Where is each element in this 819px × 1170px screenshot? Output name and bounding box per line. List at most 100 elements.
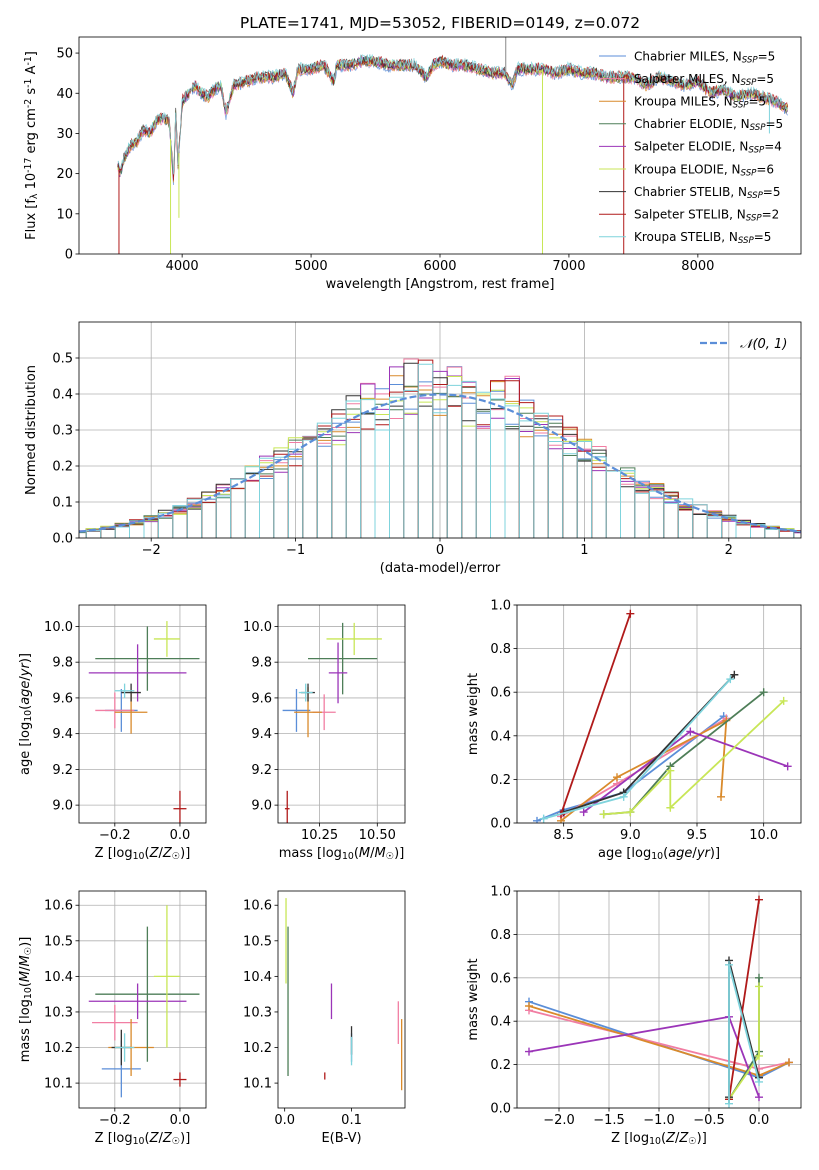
y-tick-label: 0.1 [52, 496, 73, 511]
y-tick-label: 30 [56, 127, 73, 142]
weight-marker [755, 1051, 763, 1060]
y-tick-label: 1.0 [490, 885, 511, 900]
y-tick-label: 10 [56, 207, 73, 222]
y-tick-label: 0.2 [490, 1058, 511, 1073]
histogram-series [79, 359, 801, 538]
chart-5: −0.2 0.0 10.1 10.2 10.3 10.4 10.5 10.6 Z [log10(… [18, 890, 207, 1147]
weight-marker [626, 609, 635, 618]
y-tick-label: 40 [56, 87, 73, 102]
y-tick-label: 0.4 [490, 1015, 511, 1030]
y-tick-label: 10.0 [243, 620, 272, 635]
y-tick-label: 0.5 [52, 352, 73, 367]
y-tick-label: 0.4 [52, 388, 73, 403]
axes-frame [277, 890, 406, 1109]
weight-marker [525, 1002, 533, 1011]
x-tick-label: −1 [286, 543, 305, 558]
weight-marker [686, 727, 695, 736]
weight-marker [579, 808, 588, 817]
y-tick-label: 10.6 [44, 899, 73, 914]
axes-frame [78, 604, 207, 824]
x-tick-label: 10.25 [301, 828, 338, 843]
x-tick-label: −0.2 [99, 1113, 131, 1128]
axes-frame [516, 604, 802, 824]
legend-label: Salpeter STELIB, NSSP=2 [634, 208, 779, 224]
y-tick-label: 50 [56, 47, 73, 62]
y-tick-label: 0.8 [490, 928, 511, 943]
x-tick-label: −0.2 [99, 828, 131, 843]
chart-1: −2 −1 0 1 2 0.0 0.1 0.2 0.3 0.4 0.5 (data-model)/er… [24, 321, 802, 576]
weight-marker [533, 816, 541, 823]
y-tick-label: 9.8 [251, 656, 272, 671]
y-tick-label: 9.0 [251, 799, 272, 814]
plot-area [533, 609, 792, 823]
plot-area [525, 895, 793, 1108]
weight-marker [599, 810, 608, 819]
weight-marker [730, 670, 739, 679]
x-tick-label: −2 [142, 543, 161, 558]
plot-area [117, 37, 788, 254]
y-tick-label: 0.4 [490, 729, 511, 744]
x-tick-label: 0.0 [749, 1113, 770, 1128]
legend-label: Chabrier STELIB, NSSP=5 [634, 185, 781, 201]
weight-marker [539, 814, 548, 823]
axes-frame [78, 890, 207, 1109]
y-tick-label: 10.0 [44, 620, 73, 635]
chart-0: 4000 5000 6000 7000 8000 0 10 20 30 40 50 wavelengt… [23, 14, 802, 292]
weight-marker [613, 773, 621, 782]
y-tick-label: 0.8 [490, 642, 511, 657]
legend-label: Chabrier MILES, NSSP=5 [634, 49, 775, 65]
weight-marker [785, 1058, 793, 1067]
weight-line [536, 715, 725, 822]
weight-marker [666, 803, 675, 812]
weight-marker [779, 696, 788, 705]
y-tick-label: 9.2 [251, 763, 272, 778]
y-tick-label: 1.0 [490, 599, 511, 614]
weight-marker [755, 982, 763, 991]
axes-frame [78, 36, 802, 255]
x-axis-label: wavelength [Angstrom, rest frame] [326, 277, 555, 292]
plot-area [282, 622, 382, 823]
y-tick-label: 10.3 [44, 1005, 73, 1020]
x-tick-label: 8.5 [553, 828, 574, 843]
y-tick-label: 9.6 [251, 691, 272, 706]
x-axis-label: (data-model)/error [380, 561, 501, 576]
x-tick-label: 4000 [166, 259, 199, 274]
legend: Chabrier MILES, NSSP=5 Salpeter MILES, NS… [599, 49, 783, 246]
x-tick-label: −1.0 [643, 1113, 675, 1128]
chart-2: −0.2 0.0 9.0 9.2 9.4 9.6 9.8 10.0 Z [log10(Z/Z☉)… [18, 604, 207, 862]
chart-6: 0.0 0.1 10.1 10.2 10.3 10.4 10.5 10.6 E(B-V) [243, 890, 406, 1146]
x-tick-label: 9.5 [687, 828, 708, 843]
axes-frame [78, 321, 802, 539]
x-tick-label: 5000 [295, 259, 328, 274]
plot-area [88, 905, 200, 1098]
x-tick-label: 7000 [552, 259, 585, 274]
weight-marker [525, 1047, 533, 1056]
weight-marker [619, 792, 628, 801]
x-tick-label: 9.0 [620, 828, 641, 843]
y-tick-label: 0.2 [490, 773, 511, 788]
weight-line [728, 899, 760, 1100]
weight-marker [725, 960, 733, 969]
weight-line [528, 1015, 760, 1098]
histogram-series [79, 358, 801, 538]
chart-7: −2.0 −1.5 −1.0 −0.5 0.0 0.0 0.2 0.4 0.6 0.8 1.0 Z [… [466, 885, 802, 1147]
y-tick-label: 10.4 [44, 970, 73, 985]
y-tick-label: 10.2 [243, 1041, 272, 1056]
y-tick-label: 10.1 [44, 1077, 73, 1092]
y-tick-label: 9.4 [251, 727, 272, 742]
x-tick-label: 10.0 [749, 828, 778, 843]
legend-label: Kroupa STELIB, NSSP=5 [634, 230, 771, 246]
y-tick-label: 10.4 [243, 970, 272, 985]
histogram-series [79, 375, 801, 538]
normal-curve [79, 393, 801, 533]
x-tick-label: 0.1 [341, 1113, 362, 1128]
y-tick-label: 20 [56, 167, 73, 182]
histogram-series [79, 363, 801, 538]
y-tick-label: 10.5 [44, 934, 73, 949]
weight-marker [725, 1099, 733, 1108]
weight-marker [783, 762, 792, 771]
y-tick-label: 9.0 [52, 799, 73, 814]
x-tick-label: −2.0 [543, 1113, 575, 1128]
y-tick-label: 10.6 [243, 899, 272, 914]
